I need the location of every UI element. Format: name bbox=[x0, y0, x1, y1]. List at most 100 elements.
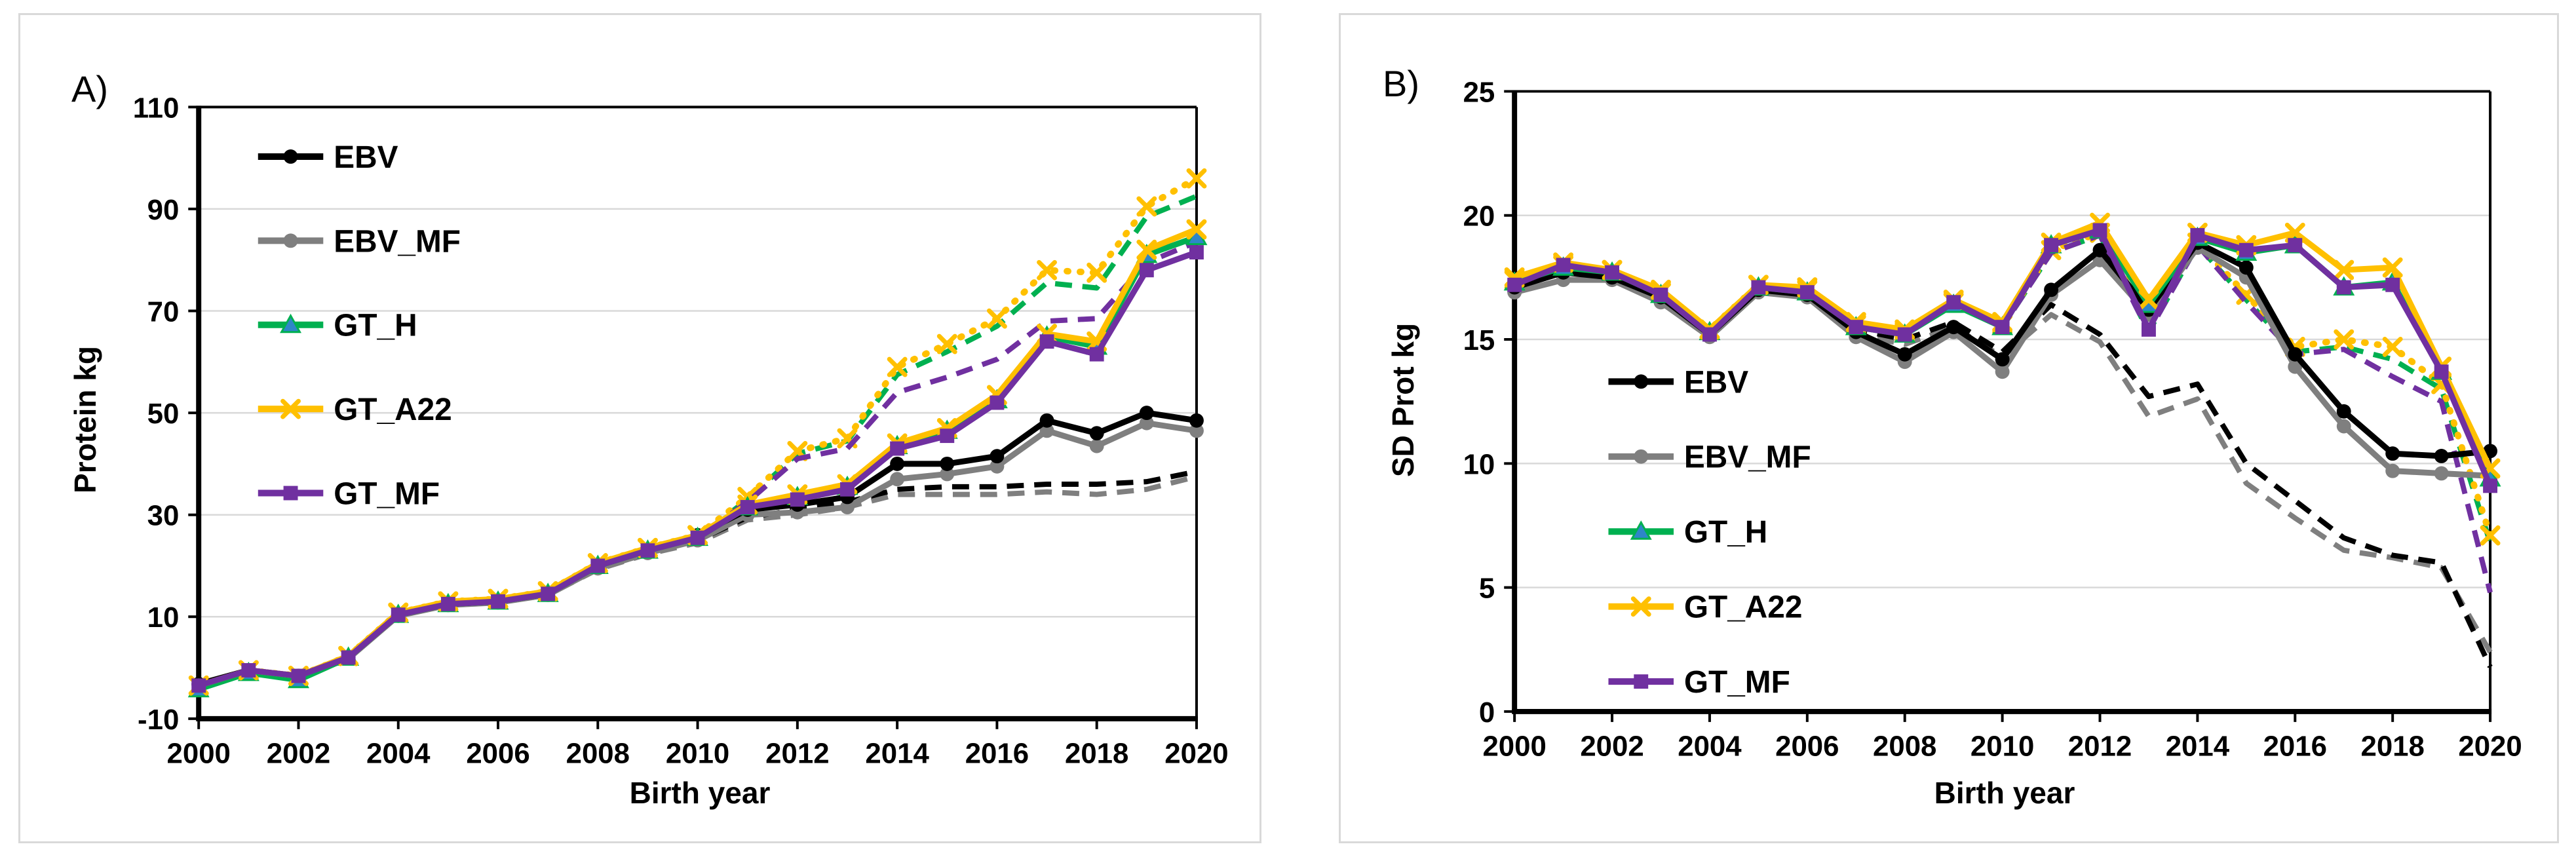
marker-square bbox=[1634, 674, 1649, 689]
marker-square bbox=[2142, 322, 2156, 337]
marker-square bbox=[2336, 280, 2351, 295]
y-tick-label: 5 bbox=[1479, 573, 1495, 605]
legend-label: GT_MF bbox=[1684, 665, 1790, 700]
marker-circle bbox=[1995, 352, 2010, 367]
y-tick-label: 15 bbox=[1463, 324, 1495, 356]
marker-square bbox=[2092, 223, 2107, 238]
legend-label: EBV bbox=[334, 140, 398, 175]
marker-circle bbox=[2092, 242, 2107, 258]
legend-item-GT_H: GT_H bbox=[258, 309, 417, 343]
y-axis-ticks: 25 20 15 10 5 0 bbox=[1463, 76, 1515, 729]
marker-square bbox=[740, 500, 755, 514]
marker-x bbox=[280, 398, 301, 419]
marker-circle bbox=[990, 449, 1005, 464]
marker-x bbox=[1037, 259, 1057, 280]
marker-triangle bbox=[280, 313, 302, 334]
x-tick-label: 2004 bbox=[366, 738, 431, 770]
y-axis-title-a: Protein kg bbox=[68, 346, 102, 493]
legend-label: GT_H bbox=[334, 309, 417, 343]
y-tick-label: 30 bbox=[147, 500, 180, 532]
marker-circle bbox=[2044, 282, 2059, 297]
marker-square bbox=[191, 678, 206, 693]
marker-x bbox=[1136, 196, 1157, 217]
x-tick-label: 2020 bbox=[2458, 731, 2522, 763]
marker-x bbox=[936, 334, 957, 354]
marker-circle bbox=[1089, 426, 1104, 441]
marker-x bbox=[887, 356, 908, 377]
legend-item-GT_H: GT_H bbox=[1608, 515, 1767, 550]
series-EBV_MF-dashed bbox=[1514, 277, 2493, 654]
marker-square bbox=[1189, 245, 1204, 260]
y-tick-label: 110 bbox=[133, 92, 180, 124]
y-axis-ticks: 110 90 70 50 30 10 -10 bbox=[133, 92, 199, 736]
marker-square bbox=[1995, 320, 2010, 335]
marker-square bbox=[890, 441, 905, 456]
marker-circle bbox=[283, 149, 298, 164]
panel-b: 25 20 15 10 5 0 2000 2002 2004 2006 2008 2010 2012 20… bbox=[1339, 13, 2559, 843]
marker-circle bbox=[2336, 419, 2351, 434]
marker-square bbox=[1702, 327, 1717, 342]
marker-square bbox=[990, 395, 1005, 410]
marker-x bbox=[1630, 596, 1651, 617]
marker-square bbox=[1751, 280, 1766, 295]
marker-circle bbox=[1139, 415, 1154, 430]
legend-label: EBV bbox=[1684, 365, 1748, 400]
legend-label: GT_H bbox=[1684, 515, 1767, 550]
y-tick-label: 10 bbox=[1463, 448, 1495, 480]
series-GT_MF-solid bbox=[191, 245, 1204, 693]
marker-square bbox=[2434, 364, 2449, 379]
x-tick-label: 2002 bbox=[267, 738, 330, 770]
marker-circle bbox=[1039, 413, 1054, 428]
x-axis-ticks: 2000 2002 2004 2006 2008 2010 2012 2014 2016 2018… bbox=[1482, 711, 2522, 763]
legend: EBV EBV_MF GT_H GT_A22 GT_MF bbox=[1608, 365, 1811, 700]
marker-circle bbox=[890, 472, 905, 487]
marker-square bbox=[1799, 285, 1815, 300]
panel-b-label: B) bbox=[1383, 63, 1419, 104]
x-tick-label: 2018 bbox=[1065, 738, 1128, 770]
marker-circle bbox=[283, 233, 298, 248]
x-axis-title-a: Birth year bbox=[629, 776, 771, 810]
legend-item-EBV_MF: EBV_MF bbox=[258, 224, 461, 259]
legend-label: GT_A22 bbox=[1684, 590, 1803, 625]
x-tick-label: 2000 bbox=[167, 738, 231, 770]
legend-item-GT_MF: GT_MF bbox=[258, 476, 440, 511]
gridlines bbox=[199, 208, 1197, 618]
x-axis-title-b: Birth year bbox=[1934, 776, 2075, 810]
legend-item-GT_A22: GT_A22 bbox=[258, 392, 452, 427]
legend-item-EBV: EBV bbox=[1608, 365, 1748, 400]
marker-circle bbox=[2288, 359, 2303, 374]
marker-square bbox=[1089, 347, 1104, 362]
marker-x bbox=[2382, 257, 2403, 278]
marker-x bbox=[2138, 290, 2159, 310]
x-tick-label: 2006 bbox=[1775, 731, 1839, 763]
marker-square bbox=[283, 486, 298, 501]
marker-square bbox=[440, 596, 455, 611]
marker-x bbox=[1186, 219, 1207, 240]
marker-square bbox=[640, 543, 655, 558]
marker-circle bbox=[2434, 449, 2449, 463]
panel-a: 110 90 70 50 30 10 -10 2000 2002 2004 2006 2008 2010… bbox=[18, 13, 1261, 843]
x-tick-label: 2016 bbox=[965, 738, 1029, 770]
marker-circle bbox=[1089, 438, 1104, 453]
marker-square bbox=[2044, 238, 2059, 253]
marker-x bbox=[2334, 259, 2355, 280]
marker-square bbox=[2288, 238, 2303, 253]
legend-item-GT_MF: GT_MF bbox=[1608, 665, 1790, 700]
marker-circle bbox=[1946, 320, 1961, 335]
marker-square bbox=[840, 482, 855, 497]
y-tick-label: 10 bbox=[147, 601, 180, 634]
x-tick-label: 2014 bbox=[2166, 731, 2230, 763]
marker-circle bbox=[1139, 406, 1154, 421]
marker-circle bbox=[2239, 260, 2254, 275]
marker-circle bbox=[1995, 364, 2010, 379]
marker-circle bbox=[1189, 423, 1204, 438]
legend-label: EBV_MF bbox=[1684, 440, 1811, 475]
series-GT_H-solid bbox=[187, 225, 1208, 698]
y-axis-title-b: SD Prot kg bbox=[1386, 322, 1420, 477]
marker-square bbox=[1849, 320, 1864, 335]
marker-square bbox=[690, 530, 705, 545]
marker-square bbox=[2190, 228, 2205, 242]
legend-label: EBV_MF bbox=[334, 224, 461, 259]
